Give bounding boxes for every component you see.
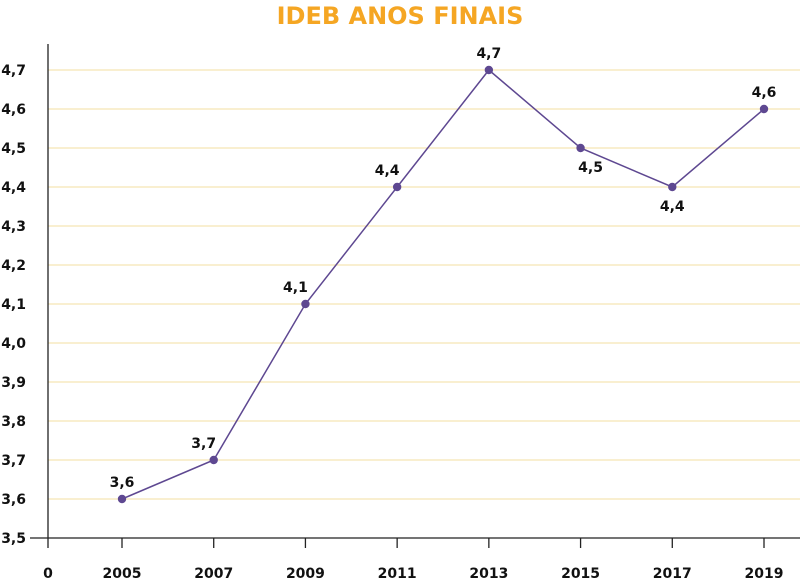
x-tick-label: 2015 <box>561 566 600 582</box>
data-label: 4,6 <box>752 85 777 101</box>
data-point <box>117 494 127 504</box>
y-tick-label: 4,1 <box>1 297 26 313</box>
y-tick-label: 4,3 <box>1 219 26 235</box>
x-tick-label: 2005 <box>103 566 142 582</box>
y-tick-label: 4,6 <box>1 102 26 118</box>
x-tick-label: 2019 <box>745 566 784 582</box>
chart-title: IDEB ANOS FINAIS <box>276 2 524 30</box>
data-point <box>484 65 494 75</box>
data-label: 3,7 <box>191 436 216 452</box>
data-label: 4,5 <box>578 160 603 176</box>
x-tick-label: 2013 <box>469 566 508 582</box>
axes <box>30 44 800 548</box>
y-tick-label: 3,7 <box>1 453 26 469</box>
series-line <box>121 68 765 500</box>
x-tick-label: 2011 <box>378 566 417 582</box>
data-point <box>759 104 769 114</box>
data-point <box>392 182 402 192</box>
x-tick-label: 2009 <box>286 566 325 582</box>
data-label: 4,1 <box>283 280 308 296</box>
data-point <box>576 143 585 153</box>
data-point <box>668 182 677 192</box>
data-points <box>117 65 769 504</box>
gridlines <box>48 69 800 500</box>
x-tick-label: 2017 <box>653 566 692 582</box>
data-label: 4,4 <box>660 199 685 215</box>
data-label: 4,7 <box>476 46 501 62</box>
data-label: 4,4 <box>375 163 400 179</box>
y-tick-label: 4,2 <box>1 258 26 274</box>
y-tick-label: 4,4 <box>1 180 26 196</box>
y-tick-label: 4,5 <box>1 141 26 157</box>
x-axis-tick-labels: 0 2005 2007 2009 2011 2013 2015 2017 2019 <box>43 566 783 582</box>
data-point <box>209 455 218 465</box>
y-tick-label: 4,0 <box>1 336 26 352</box>
y-tick-label: 4,7 <box>1 63 26 79</box>
data-point <box>301 299 310 309</box>
y-tick-label: 3,5 <box>1 531 26 547</box>
y-tick-label: 3,9 <box>1 375 26 391</box>
data-label: 3,6 <box>110 475 135 491</box>
series-line <box>121 68 765 500</box>
y-axis-tick-labels: 3,5 3,6 3,7 3,8 3,9 4,0 4,1 4,2 4,3 4,4 4,5 4,6 4,7 <box>1 63 26 547</box>
y-tick-label: 3,6 <box>1 492 26 508</box>
y-tick-label: 3,8 <box>1 414 26 430</box>
x-origin-label: 0 <box>43 566 53 582</box>
data-labels: 3,6 3,7 4,1 4,4 4,7 4,5 4,4 4,6 <box>110 46 777 491</box>
x-tick-label: 2007 <box>194 566 233 582</box>
